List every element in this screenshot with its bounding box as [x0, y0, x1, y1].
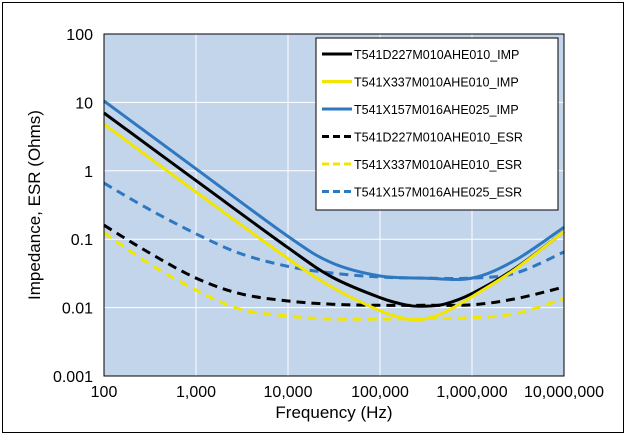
y-tick-label: 1: [84, 164, 93, 181]
legend-box: [315, 37, 559, 211]
x-tick-label: 100: [91, 384, 118, 401]
legend-entry: T541X157M016AHE025_ESR: [354, 186, 522, 200]
x-tick-label: 1,000: [176, 384, 216, 401]
y-tick-label: 0.001: [53, 369, 93, 386]
series-line-t541x157m016ahe025-esr: [103, 181, 565, 281]
legend-entry: T541X337M010AHE010_ESR: [354, 158, 522, 172]
x-axis-ticks: 100 1,000 10,000 100,000 1,000,000 10,000,000: [91, 384, 604, 401]
y-tick-label: 0.01: [62, 301, 93, 318]
series-line-t541d227m010ahe010-esr: [103, 223, 565, 307]
series-line-t541d227m010ahe010-imp: [103, 111, 565, 308]
y-tick-label: 10: [75, 95, 93, 112]
legend-entry: T541D227M010AHE010_ESR: [354, 131, 523, 145]
legend: T541D227M010AHE010_IMP T541X337M010AHE010…: [315, 37, 559, 211]
legend-entry: T541X337M010AHE010_IMP: [354, 76, 519, 90]
series-line-t541x337m010ahe010-imp: [103, 122, 565, 322]
y-tick-label: 0.1: [71, 232, 93, 249]
series-layer: [103, 99, 565, 322]
plot-border: [103, 33, 565, 377]
x-tick-label: 10,000,000: [524, 384, 604, 401]
y-axis-label: Impedance, ESR (Ohms): [25, 110, 44, 300]
series-line-t541x337m010ahe010-esr: [103, 231, 565, 321]
y-axis-ticks: 0.001 0.01 0.1 1 10 100: [53, 27, 93, 386]
x-tick-label: 10,000: [264, 384, 313, 401]
legend-entry: T541X157M016AHE025_IMP: [354, 103, 519, 117]
x-tick-label: 100,000: [351, 384, 409, 401]
x-axis-label: Frequency (Hz): [275, 403, 392, 422]
y-tick-label: 100: [66, 27, 93, 44]
series-line-t541x157m016ahe025-imp: [103, 99, 565, 281]
x-tick-label: 1,000,000: [436, 384, 507, 401]
legend-entry: T541D227M010AHE010_IMP: [354, 48, 519, 62]
